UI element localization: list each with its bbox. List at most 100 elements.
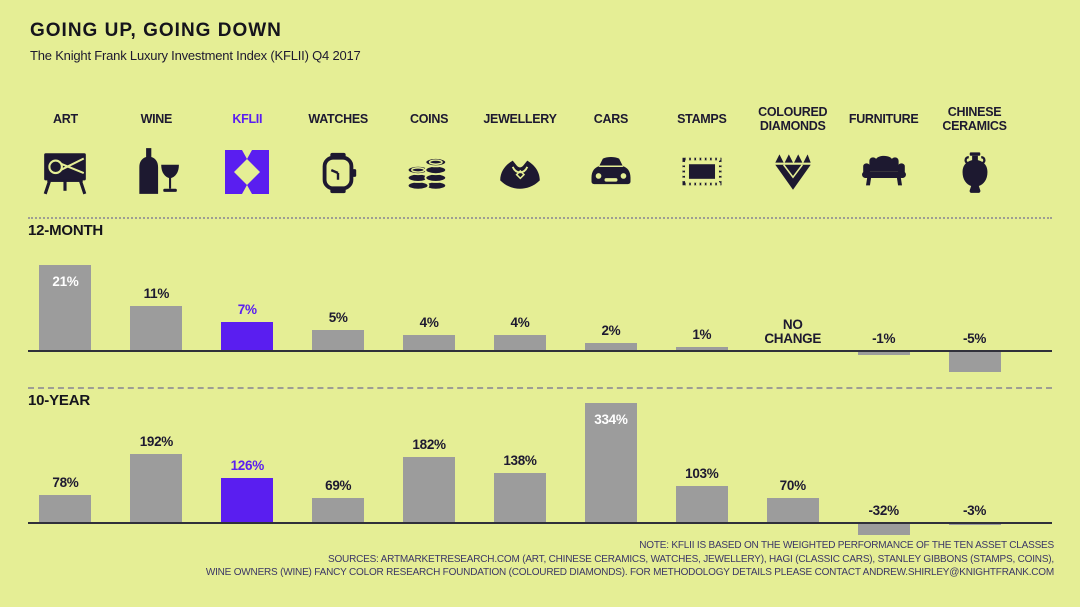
bar	[221, 322, 274, 351]
bar-value-label: -3%	[962, 502, 987, 518]
sofa-icon	[857, 140, 911, 196]
bar-column-furniture: -32%	[838, 400, 929, 535]
category-label: ART	[53, 111, 78, 126]
bar-value-label: 192%	[139, 433, 174, 449]
bar	[39, 495, 92, 523]
chart-10-year: 78% 192% 126% 69% 182% 138% 334% 103% 70% -32% -3%	[20, 400, 1020, 535]
category-jewellery: JEWELLERY	[475, 98, 566, 196]
bar-column-coloured-diamonds: 70%	[747, 400, 838, 523]
bar	[948, 351, 1001, 372]
footnote-line: NOTE: KFLII IS BASED ON THE WEIGHTED PER…	[639, 540, 1054, 551]
bar-column-kflii: 7%	[202, 252, 293, 351]
bar	[857, 351, 910, 355]
category-wine: WINE	[111, 98, 202, 196]
footnote-line: SOURCES: ARTMARKETRESEARCH.COM (ART, CHI…	[328, 553, 1054, 565]
bar-column-art: 21%	[20, 252, 111, 351]
footnotes: NOTE: KFLII IS BASED ON THE WEIGHTED PER…	[206, 539, 1054, 580]
bar-value-label: 78%	[52, 474, 79, 490]
bar	[130, 454, 183, 523]
bar-value-label: 103%	[685, 465, 719, 481]
bar	[857, 523, 910, 535]
section-label-12-month: 12-MONTH	[28, 222, 104, 239]
bar-value-label: 70%	[779, 477, 806, 493]
bar-value-label: 138%	[503, 452, 537, 468]
category-label: COINS	[410, 111, 449, 126]
kflii-logo-icon	[223, 140, 271, 196]
category-coloured-diamonds: COLOURED DIAMONDS	[747, 98, 838, 196]
bar-value-label: 4%	[510, 314, 530, 330]
bar-value-label: 4%	[419, 314, 439, 330]
bar-column-furniture: -1%	[838, 252, 929, 355]
category-row: ART WINE KFLII WATCHES COINS JEWELLERY C…	[20, 98, 1020, 196]
axis-baseline-10-year	[28, 522, 1052, 524]
page-title: GOING UP, GOING DOWN	[30, 20, 282, 41]
bar-value-label: 1%	[692, 326, 712, 342]
bar	[403, 335, 456, 351]
bar-value-label: 126%	[230, 457, 265, 473]
bar-column-wine: 192%	[111, 400, 202, 523]
bar	[584, 403, 637, 523]
bar-column-coins: 4%	[384, 252, 475, 351]
bar-value-label: -1%	[872, 330, 896, 346]
category-stamps: STAMPS	[656, 98, 747, 196]
easel-icon	[40, 140, 90, 196]
bar-value-label: 2%	[601, 322, 621, 338]
category-label: JEWELLERY	[483, 111, 557, 126]
car-icon	[585, 140, 637, 196]
page-subtitle: The Knight Frank Luxury Investment Index…	[30, 48, 361, 63]
chart-12-month: 21% 11% 7% 5% 4% 4% 2% 1% NO CHANGE -1% -5%	[20, 252, 1020, 372]
category-kflii: KFLII	[202, 98, 293, 196]
category-label: FURNITURE	[848, 111, 919, 126]
diamond-icon	[768, 140, 818, 196]
bar	[403, 457, 456, 523]
bar-column-coloured-diamonds: NO CHANGE	[747, 252, 838, 351]
category-furniture: FURNITURE	[838, 98, 929, 196]
wine-icon	[131, 140, 181, 196]
category-label: STAMPS	[677, 111, 727, 126]
bar-column-coins: 182%	[384, 400, 475, 523]
bar-value-label: 334%	[594, 411, 628, 427]
bar-value-label: NO CHANGE	[764, 316, 822, 346]
bar-column-wine: 11%	[111, 252, 202, 351]
bar-value-label: 7%	[237, 301, 257, 317]
coins-icon	[404, 140, 454, 196]
bar-column-art: 78%	[20, 400, 111, 523]
bar-column-chinese-ceramics: -5%	[929, 252, 1020, 372]
category-label: KFLII	[232, 111, 263, 126]
bar-value-label: 69%	[325, 477, 352, 493]
bar	[39, 265, 92, 351]
bar-column-watches: 69%	[293, 400, 384, 523]
watch-icon	[315, 140, 361, 196]
bar	[675, 486, 728, 523]
bar-column-cars: 2%	[565, 252, 656, 351]
bar-column-cars: 334%	[565, 400, 656, 523]
category-watches: WATCHES	[293, 98, 384, 196]
bar	[584, 343, 637, 351]
bar-value-label: -32%	[868, 502, 899, 518]
section-label-10-year: 10-YEAR	[28, 392, 90, 409]
bar-column-kflii: 126%	[202, 400, 293, 523]
bar-column-stamps: 1%	[656, 252, 747, 351]
bar	[130, 306, 183, 351]
bar	[493, 335, 546, 351]
category-label: WATCHES	[308, 111, 368, 126]
bar-value-label: 21%	[52, 273, 79, 289]
bar	[493, 473, 546, 523]
bar	[312, 330, 365, 351]
section-divider-dashed	[28, 387, 1052, 389]
category-label: CHINESE CERAMICS	[942, 104, 1007, 133]
vase-icon	[952, 140, 998, 196]
bar	[766, 498, 819, 523]
axis-baseline-12-month	[28, 350, 1052, 352]
bar-column-jewellery: 4%	[475, 252, 566, 351]
footnote-line: WINE OWNERS (WINE) FANCY COLOR RESEARCH …	[205, 567, 1054, 578]
bar-column-stamps: 103%	[656, 400, 747, 523]
bar-value-label: 5%	[328, 309, 348, 325]
bar	[948, 523, 1001, 525]
bar-value-label: 182%	[412, 436, 446, 452]
bar	[221, 478, 274, 523]
stamp-icon	[677, 140, 727, 196]
bar	[675, 347, 728, 351]
necklace-icon	[495, 140, 545, 196]
